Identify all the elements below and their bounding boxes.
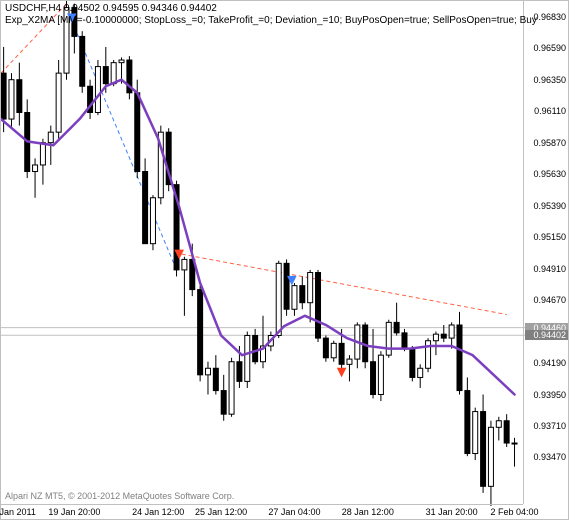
y-tick-label: 0.94910 [533, 264, 566, 274]
x-tick-label: 18 Jan 2011 [0, 507, 36, 517]
plot-area[interactable] [1, 1, 523, 504]
plot-svg [1, 1, 525, 506]
y-tick-label: 0.93710 [533, 421, 566, 431]
x-tick-label: 28 Jan 12:00 [342, 507, 394, 517]
x-tick-label: 31 Jan 20:00 [426, 507, 478, 517]
y-tick-label: 0.96110 [534, 106, 566, 116]
chart-title: USDCHF,H4 0.94502 0.94595 0.94346 0.9440… [5, 3, 217, 14]
y-tick-label: 0.95390 [533, 201, 566, 211]
y-tick-label: 0.94670 [533, 295, 566, 305]
y-tick-label: 0.95150 [533, 232, 566, 242]
y-tick-label: 0.93950 [533, 390, 566, 400]
x-tick-label: 19 Jan 20:00 [48, 507, 100, 517]
x-tick-label: 25 Jan 12:00 [195, 507, 247, 517]
copyright-text: Alpari NZ MT5, © 2001-2012 MetaQuotes So… [5, 491, 234, 501]
y-tick-label: 0.95870 [533, 138, 566, 148]
y-tick-label: 0.95630 [533, 169, 566, 179]
y-tick-label: 0.94190 [533, 358, 566, 368]
price-tag: 0.94402 [525, 330, 568, 340]
x-axis: 18 Jan 2011 19 Jan 20:00 24 Jan 12:00 25 Ja… [1, 504, 523, 519]
expert-params: Exp_X2MA [MM=-0.10000000; StopLoss_=0; T… [5, 15, 537, 26]
x-tick-label: 2 Feb 04:00 [490, 507, 538, 517]
y-axis: 0.96830 0.96590 0.96350 0.96110 0.95870 0.956… [523, 1, 568, 504]
x-tick-label: 24 Jan 12:00 [132, 507, 184, 517]
y-tick-label: 0.93470 [533, 452, 566, 462]
x-tick-label: 27 Jan 04:00 [268, 507, 320, 517]
y-tick-label: 0.96830 [533, 12, 566, 22]
y-tick-label: 0.96590 [533, 43, 566, 53]
chart-container: USDCHF,H4 0.94502 0.94595 0.94346 0.9440… [0, 0, 569, 520]
y-tick-label: 0.96350 [533, 75, 566, 85]
